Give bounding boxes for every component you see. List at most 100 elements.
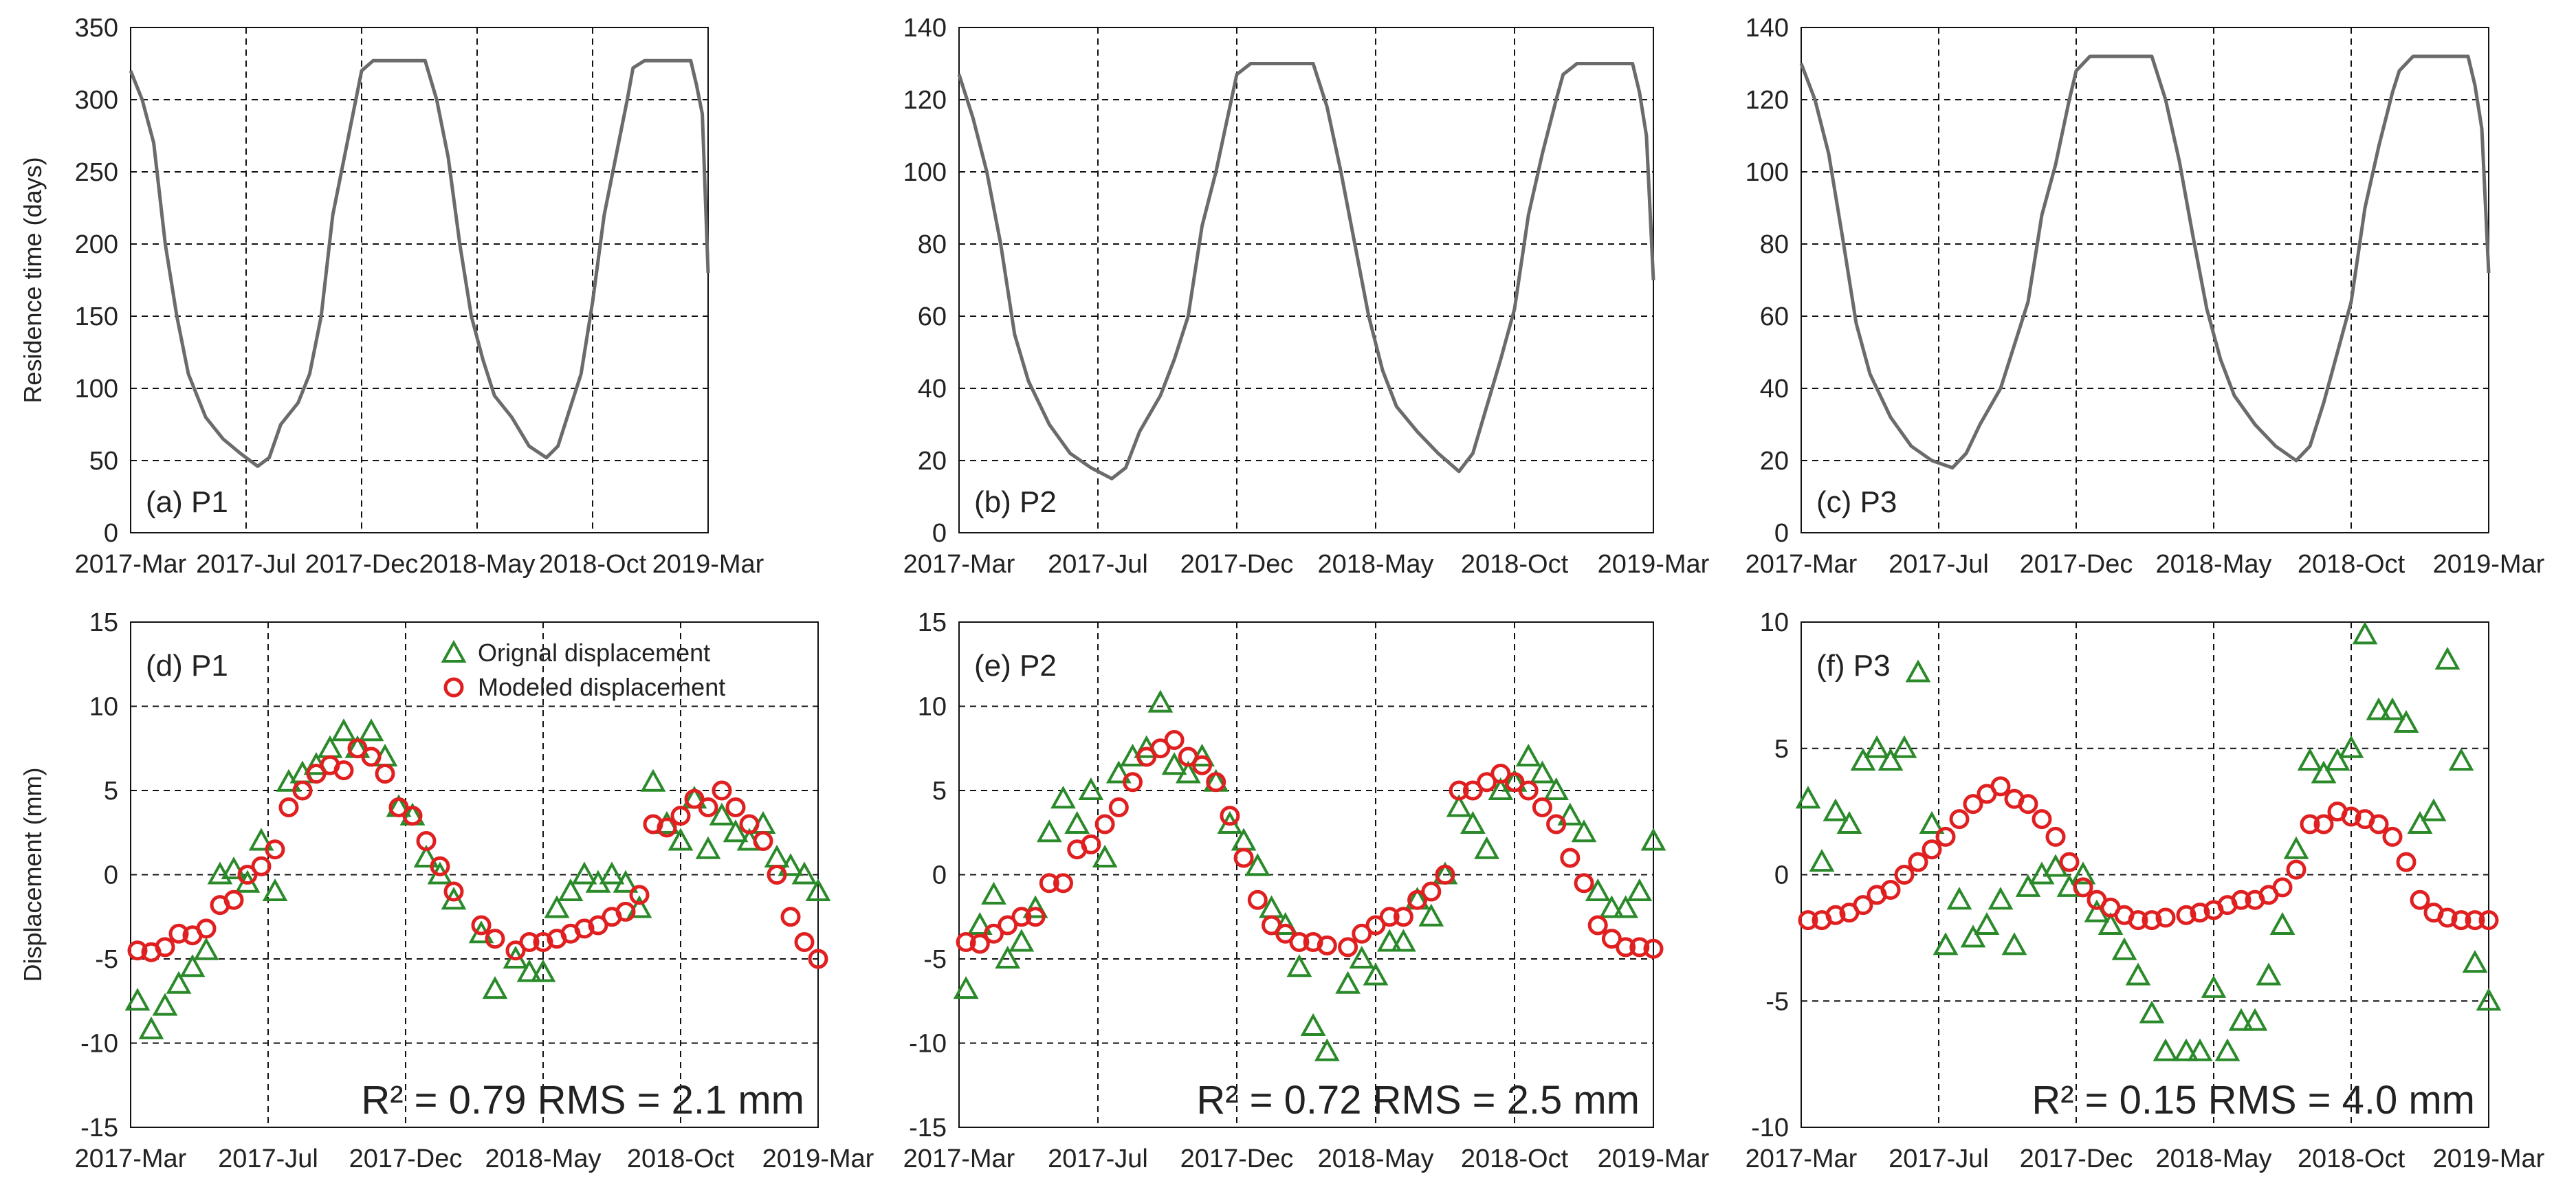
plot-frame [1801, 621, 2489, 1128]
y-tick-label: 0 [932, 861, 947, 890]
y-tick-label: -5 [923, 945, 947, 974]
original-displacement-point [2242, 1008, 2268, 1031]
modeled-displacement-point [1379, 907, 1400, 927]
modeled-displacement-point [306, 764, 327, 784]
original-displacement-point [516, 959, 542, 982]
x-tick-label: 2017-Dec [1180, 550, 1294, 579]
plot-frame [958, 621, 1654, 1128]
modeled-displacement-point [725, 797, 746, 817]
x-tick-label: 2017-Mar [903, 550, 1015, 579]
original-displacement-point [571, 861, 597, 885]
original-displacement-point [2421, 798, 2447, 821]
modeled-displacement-point [333, 760, 354, 781]
y-tick-label: 10 [89, 693, 118, 722]
modeled-displacement-point [615, 901, 636, 922]
modeled-displacement-point [265, 839, 285, 860]
y-tick-label: 60 [918, 302, 947, 331]
y-tick-label: 120 [1746, 86, 1789, 115]
modeled-displacement-point [956, 932, 976, 952]
panel-b: 0 20 40 60 80 100 120 140 2017-Mar 2017-Jul 2017-D… [903, 14, 1710, 579]
y-tick-label: -10 [1751, 1114, 1789, 1142]
x-tick-label: 2018-May [485, 1145, 602, 1173]
modeled-displacement-point [969, 933, 990, 954]
modeled-displacement-point [1206, 772, 1226, 793]
modeled-displacement-point [1039, 873, 1059, 894]
modeled-displacement-point [1407, 889, 1428, 910]
original-displacement-point [2297, 748, 2323, 771]
modeled-displacement-point [375, 764, 395, 784]
panel-a: 0 50 100 150 200 250 300 350 2017-Mar 2017-Jul 201… [19, 14, 764, 579]
modeled-displacement-point [388, 797, 409, 817]
modeled-displacement-point [1435, 865, 1455, 885]
x-tick-label: 2017-Jul [1889, 550, 1989, 579]
modeled-displacement-point [2451, 910, 2472, 931]
original-displacement-point [413, 844, 439, 867]
modeled-displacement-point [1220, 806, 1240, 826]
original-displacement-point [1376, 929, 1402, 952]
original-displacement-point [2214, 1038, 2241, 1061]
original-displacement-point [262, 878, 288, 901]
modeled-displacement-point [1275, 923, 1296, 944]
modeled-displacement-point [684, 788, 705, 809]
original-displacement-point [2269, 911, 2296, 935]
modeled-displacement-point [1136, 747, 1157, 767]
y-tick-label: 0 [104, 861, 118, 890]
original-displacement-point [1092, 844, 1118, 867]
modeled-displacement-point [2059, 852, 2080, 872]
original-displacement-point [1078, 777, 1104, 800]
original-displacement-point [1515, 743, 1541, 766]
original-displacement-point [599, 861, 625, 885]
original-displacement-point [1161, 752, 1187, 775]
original-displacement-point [1795, 786, 1821, 809]
modeled-displacement-point [1178, 747, 1198, 767]
original-displacement-point [2139, 1000, 2165, 1024]
plot-frame [130, 621, 819, 1128]
x-tick-label: 2018-Oct [2298, 1145, 2406, 1173]
y-tick-label: 350 [75, 14, 118, 43]
y-tick-label: 5 [104, 777, 118, 806]
y-tick-label: 100 [75, 375, 118, 403]
x-tick-label: 2017-Jul [218, 1145, 318, 1173]
x-tick-label: 2018-Oct [539, 550, 647, 579]
x-tick-label: 2017-Dec [305, 550, 419, 579]
original-displacement-point [1823, 798, 1849, 821]
panel-label: (a) P1 [146, 485, 228, 519]
x-tick-label: 2017-Jul [196, 550, 296, 579]
modeled-displacement-point [1853, 895, 1873, 916]
x-tick-label: 2019-Mar [1598, 1145, 1710, 1173]
original-displacement-point [2283, 836, 2309, 859]
legend-original-label: Orignal displacement [478, 639, 710, 667]
x-tick-label: 2019-Mar [762, 1145, 874, 1173]
modeled-displacement-point [1616, 937, 1636, 958]
x-tick-label: 2017-Mar [1746, 1145, 1858, 1173]
modeled-displacement-point [1949, 809, 1970, 830]
original-displacement-point [1286, 954, 1312, 977]
y-tick-label: 140 [1746, 14, 1789, 43]
panel-label: (d) P1 [146, 649, 228, 683]
x-tick-label: 2017-Mar [903, 1145, 1015, 1173]
original-displacement-point [358, 718, 384, 742]
original-displacement-point [668, 828, 694, 851]
modeled-displacement-point [1081, 834, 1101, 854]
plot-frame [130, 27, 709, 533]
modeled-displacement-point [1629, 937, 1650, 958]
modeled-displacement-point [1935, 826, 1956, 847]
original-displacement-point [1009, 929, 1035, 952]
modeled-displacement-point [443, 881, 464, 902]
y-tick-label: -15 [80, 1114, 118, 1142]
y-tick-label: 40 [1760, 375, 1789, 403]
y-tick-label: 20 [918, 447, 947, 476]
modeled-displacement-point [1262, 915, 1281, 936]
original-displacement-point [1960, 925, 1986, 948]
modeled-displacement-point [767, 865, 787, 885]
modeled-displacement-point [1317, 935, 1337, 955]
original-displacement-point [981, 881, 1006, 905]
original-displacement-point [1891, 735, 1917, 758]
y-tick-label: 0 [104, 519, 118, 548]
residence-time-line [1799, 54, 2491, 469]
modeled-displacement-point [1164, 730, 1185, 750]
panel-d: -15 -10 -5 0 5 10 15 2017-Mar 2017-Jul 2017-Dec 20… [19, 608, 874, 1173]
modeled-displacement-point [1150, 738, 1171, 759]
modeled-displacement-point [629, 885, 650, 905]
original-displacement-point [1064, 810, 1090, 834]
